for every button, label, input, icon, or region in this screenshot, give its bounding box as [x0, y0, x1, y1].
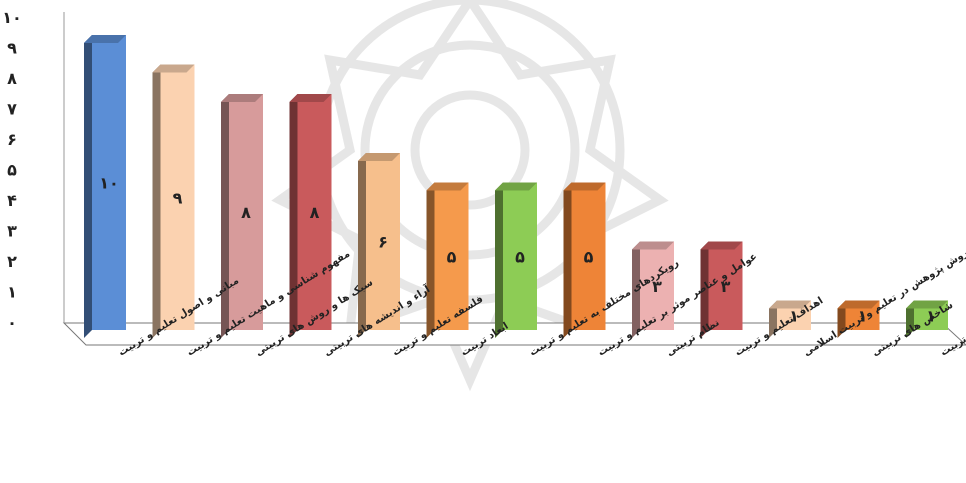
bar-value-label: ۱: [789, 306, 799, 325]
bar-top: [769, 300, 811, 309]
bar-side: [837, 300, 846, 338]
bar-side: [84, 35, 92, 338]
y-tick-label: ۰: [7, 313, 17, 332]
bar-top: [289, 94, 332, 102]
bar-side: [563, 182, 572, 338]
bar-front: [571, 182, 606, 330]
bar-front: [92, 35, 126, 330]
bar-value-label: ۵: [584, 247, 594, 266]
bar-front: [708, 241, 743, 330]
y-tick-label: ۵: [7, 161, 17, 180]
bar-top: [563, 182, 606, 191]
bar-top: [84, 35, 126, 43]
bar-side: [906, 300, 914, 338]
y-tick-label: ۹: [7, 39, 17, 58]
bar: ۳: [700, 241, 743, 338]
watermark-emblem: [271, 0, 669, 392]
y-tick-label: ۲: [7, 252, 17, 271]
bar-value-label: ۸: [241, 203, 251, 222]
y-tick-label: ۳: [7, 222, 17, 241]
bar: ۳: [632, 241, 674, 338]
bar-front: [434, 182, 469, 330]
y-tick-label: ۴: [7, 191, 17, 210]
bar-front: [503, 182, 537, 330]
bar-value-label: ۸: [310, 203, 320, 222]
bar: ۵: [495, 182, 537, 338]
bar-top: [837, 300, 880, 309]
bar-top: [700, 241, 743, 250]
bar-top: [358, 153, 400, 161]
bar-value-label: ۳: [721, 277, 731, 296]
bar-front: [640, 241, 674, 330]
bar-side: [769, 300, 777, 338]
bar-top: [221, 94, 263, 102]
bar-value-label: ۵: [447, 247, 457, 266]
bar-side: [289, 94, 298, 338]
bar-top: [152, 64, 195, 73]
bar-value-label: ۱۰: [99, 174, 119, 193]
bar: ۱: [906, 300, 948, 338]
bar: ۱۰: [84, 35, 126, 338]
bar: ۹: [152, 64, 195, 338]
bar: ۵: [426, 182, 469, 338]
bar-top: [426, 182, 469, 191]
bar-value-label: ۱: [926, 306, 936, 325]
bar-side: [632, 241, 640, 338]
bar: ۵: [563, 182, 606, 338]
bar-top: [906, 300, 948, 309]
bar-front: [366, 153, 400, 330]
y-tick-label: ۱: [7, 283, 17, 302]
bar-front: [229, 94, 263, 330]
bar-front: [160, 64, 195, 330]
bar-side: [426, 182, 435, 338]
bar: ۸: [289, 94, 332, 338]
y-tick-label: ۶: [7, 130, 17, 149]
y-tick-label: ۱۰: [2, 8, 22, 27]
bar: ۱: [769, 300, 811, 338]
y-tick-label: ۷: [7, 100, 17, 119]
bar-side: [495, 182, 503, 338]
bar-value-label: ۹: [173, 188, 183, 207]
bar-side: [700, 241, 709, 338]
bar-top: [632, 241, 674, 250]
bar-side: [221, 94, 229, 338]
bar-value-label: ۱: [858, 306, 868, 325]
bar-value-label: ۳: [652, 277, 662, 296]
bar: ۱: [837, 300, 880, 338]
bar: ۸: [221, 94, 263, 338]
bar-side: [358, 153, 366, 338]
bar-value-label: ۶: [378, 233, 388, 252]
bar-side: [152, 64, 161, 338]
bar: ۶: [358, 153, 400, 338]
bar-value-label: ۵: [515, 247, 525, 266]
bar-front: [297, 94, 332, 330]
y-tick-label: ۸: [7, 69, 17, 88]
bar-top: [495, 182, 537, 191]
